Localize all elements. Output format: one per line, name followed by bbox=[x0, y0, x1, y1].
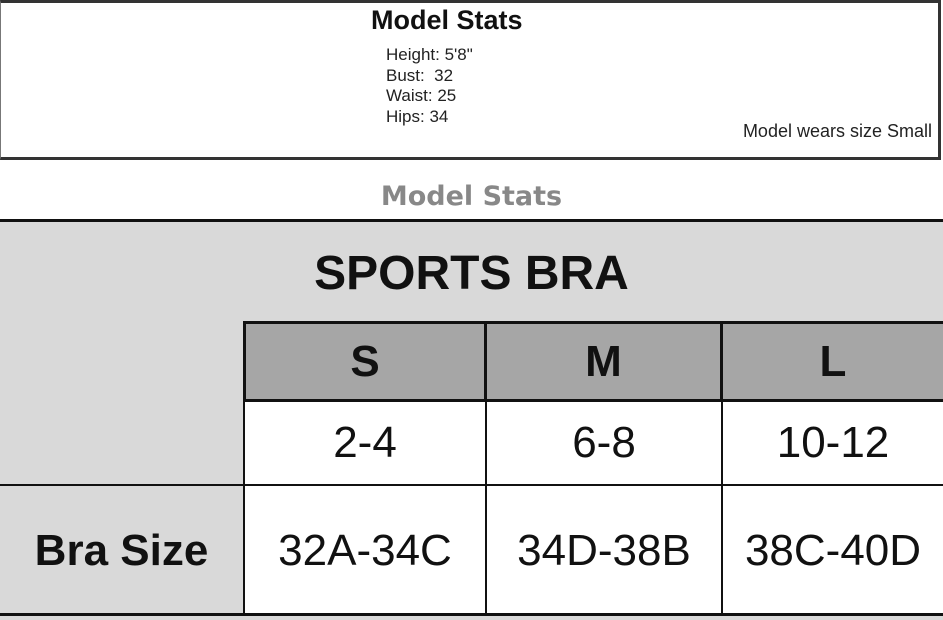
row-label-bra-size: Bra Size bbox=[0, 484, 243, 615]
size-chart: SPORTS BRA S M L 2-4 6-8 10-12 Bra Size … bbox=[0, 219, 943, 620]
stat-hips: Hips: 34 bbox=[386, 106, 449, 126]
stat-waist: Waist: 25 bbox=[386, 86, 457, 105]
model-stats-list: Height: 5'8" Bust: 32 Waist: 25 Hips: 34 bbox=[386, 45, 473, 127]
table-cell: 32A-34C bbox=[243, 484, 485, 615]
column-header-l: L bbox=[720, 321, 943, 402]
stat-height: Height: 5'8" bbox=[386, 45, 473, 64]
table-cell: 38C-40D bbox=[721, 484, 943, 615]
table-cell: 2-4 bbox=[243, 402, 485, 484]
column-header-m: M bbox=[484, 321, 723, 402]
section-subtitle: Model Stats bbox=[380, 181, 563, 212]
model-size-note: Model wears size Small bbox=[742, 121, 932, 141]
model-stats-box: Model Stats Height: 5'8" Bust: 32 Waist:… bbox=[0, 0, 941, 160]
column-header-s: S bbox=[243, 321, 487, 402]
table-cell: 34D-38B bbox=[485, 484, 721, 615]
table-cell: 10-12 bbox=[721, 402, 943, 484]
model-stats-title: Model Stats bbox=[371, 5, 523, 35]
chart-title: SPORTS BRA bbox=[314, 247, 629, 300]
bottom-border bbox=[0, 613, 943, 616]
stat-bust: Bust: 32 bbox=[386, 65, 454, 85]
table-cell: 6-8 bbox=[485, 402, 721, 484]
